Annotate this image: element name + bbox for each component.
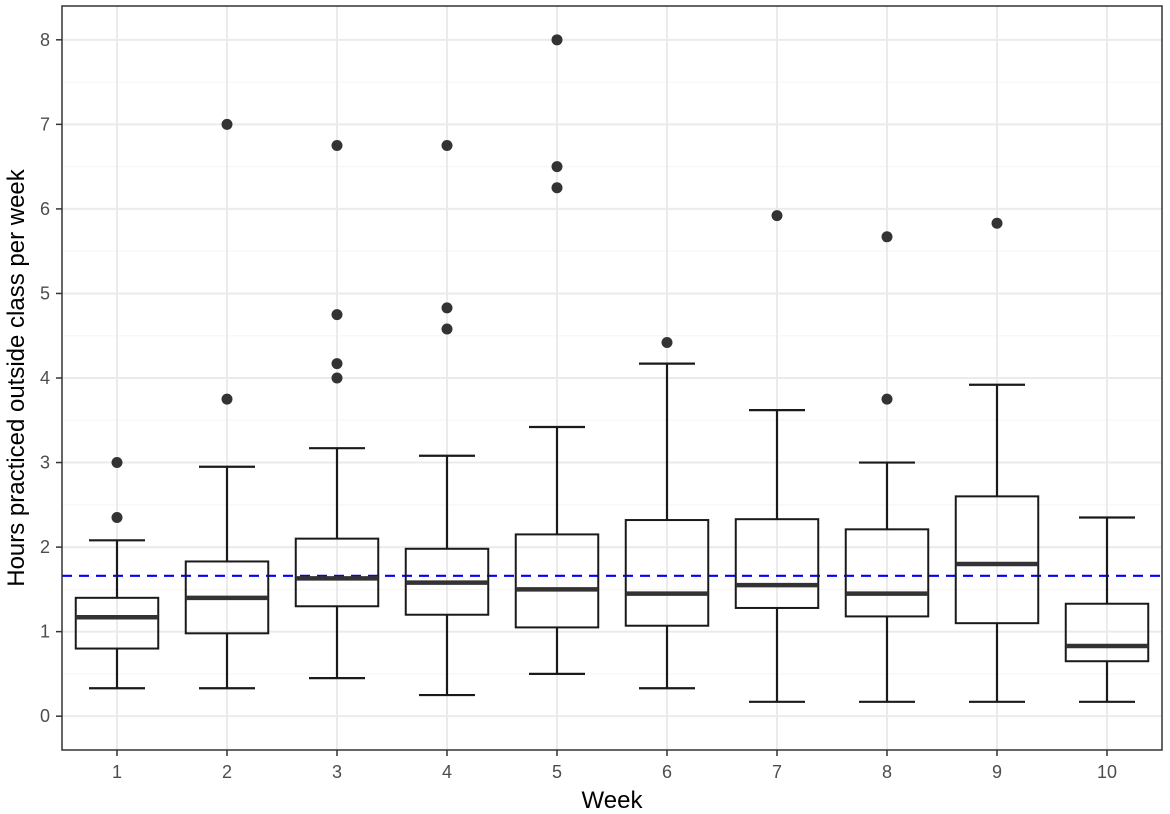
- outlier-point: [551, 182, 563, 194]
- box-iqr: [294, 537, 380, 608]
- y-tick-label: 2: [40, 537, 50, 557]
- outlier-point: [441, 140, 453, 151]
- x-tick-label: 1: [112, 762, 122, 782]
- x-tick-label: 10: [1097, 762, 1117, 782]
- x-tick-label: 7: [772, 762, 782, 782]
- box-week-6: [624, 336, 710, 690]
- outlier-point: [551, 161, 563, 173]
- box-week-3: [294, 140, 380, 680]
- box-week-7: [734, 210, 820, 703]
- boxes: [74, 34, 1150, 703]
- outlier-point: [221, 393, 233, 405]
- y-tick-label: 3: [40, 453, 50, 473]
- outlier-point: [771, 210, 783, 222]
- x-tick-label: 5: [552, 762, 562, 782]
- box-iqr: [954, 495, 1040, 625]
- y-tick-label: 1: [40, 622, 50, 642]
- y-tick-label: 5: [40, 283, 50, 303]
- outlier-point: [331, 140, 343, 151]
- outlier-point: [331, 309, 343, 321]
- x-tick-label: 2: [222, 762, 232, 782]
- box-week-4: [404, 140, 490, 697]
- outlier-point: [661, 336, 673, 348]
- y-axis: 0 1 2 3 4 5 6 7 8: [40, 30, 62, 726]
- outlier-point: [551, 34, 563, 46]
- box-iqr: [74, 596, 160, 650]
- y-tick-label: 7: [40, 114, 50, 134]
- y-tick-label: 8: [40, 30, 50, 50]
- outlier-point: [991, 217, 1003, 229]
- box-iqr: [734, 518, 820, 609]
- box-week-10: [1064, 516, 1150, 703]
- box-week-8: [844, 231, 930, 703]
- y-axis-title: Hours practiced outside class per week: [3, 168, 30, 587]
- outlier-point: [881, 393, 893, 405]
- y-tick-label: 4: [40, 368, 50, 388]
- box-week-1: [74, 457, 160, 690]
- box-iqr: [624, 519, 710, 627]
- box-iqr: [514, 533, 600, 629]
- box-week-2: [184, 118, 270, 690]
- outlier-point: [331, 372, 343, 384]
- outlier-point: [111, 457, 123, 469]
- box-week-9: [954, 217, 1040, 703]
- box-week-5: [514, 34, 600, 676]
- x-axis: 1 2 3 4 5 6 7 8 9 10: [112, 750, 1117, 782]
- outlier-point: [331, 358, 343, 370]
- x-tick-label: 6: [662, 762, 672, 782]
- x-tick-label: 4: [442, 762, 452, 782]
- outlier-point: [111, 512, 123, 523]
- box-iqr: [844, 528, 930, 618]
- outlier-point: [441, 323, 453, 335]
- y-tick-label: 6: [40, 199, 50, 219]
- x-axis-title: Week: [582, 787, 644, 814]
- x-tick-label: 3: [332, 762, 342, 782]
- outlier-point: [441, 302, 453, 314]
- x-tick-label: 8: [882, 762, 892, 782]
- box-iqr: [1064, 602, 1150, 663]
- x-tick-label: 9: [992, 762, 1002, 782]
- outlier-point: [881, 231, 893, 243]
- outlier-point: [221, 118, 233, 130]
- y-tick-label: 0: [40, 706, 50, 726]
